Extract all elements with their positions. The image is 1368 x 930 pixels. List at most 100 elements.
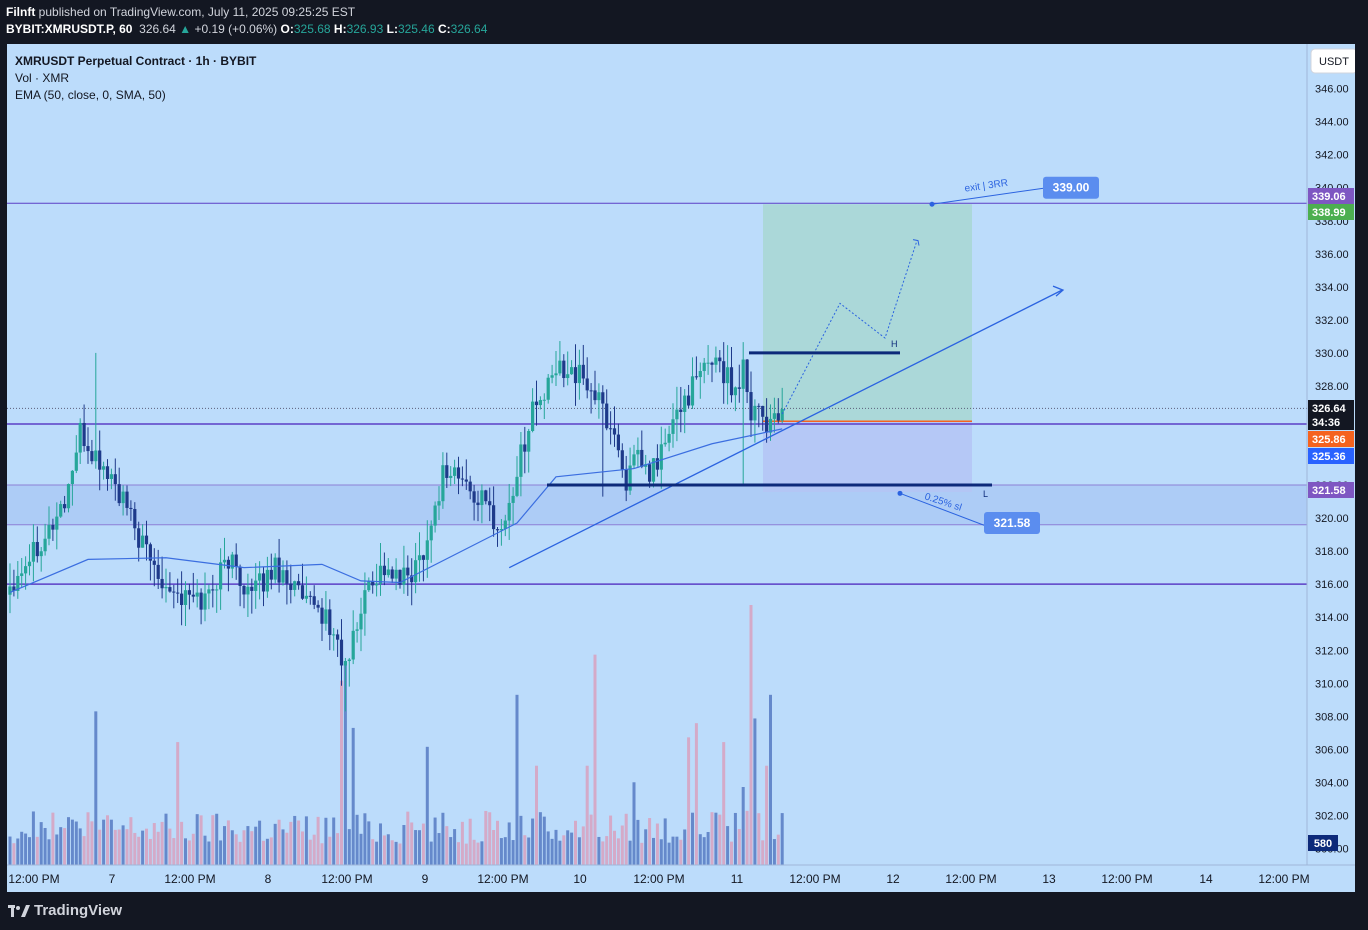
price-label-text: 321.58 [1312, 485, 1346, 497]
candle-body [550, 375, 554, 378]
volume-bar [769, 694, 772, 865]
volume-bar [70, 819, 74, 865]
candle-body [55, 516, 59, 530]
candle-body [566, 374, 570, 379]
candle-body [460, 478, 464, 480]
volume-bar [320, 843, 324, 865]
candle-body [573, 367, 578, 384]
volume-bar [59, 827, 63, 865]
volume-bar [332, 817, 336, 865]
volume-bar [441, 812, 445, 865]
candle-body [355, 629, 359, 631]
candle-body [98, 450, 102, 470]
volume-bar [414, 830, 418, 865]
candle-body [414, 560, 418, 583]
stop-point-marker [897, 490, 903, 496]
volume-bar [698, 834, 702, 865]
volume-bar [12, 843, 16, 865]
volume-bar [772, 839, 776, 865]
candle-body [43, 538, 47, 552]
candle-body [433, 505, 437, 526]
candle-body [706, 362, 710, 364]
candle-body [51, 524, 55, 530]
candle-body [597, 392, 601, 401]
volume-bar [141, 830, 145, 865]
time-tick-label: 13 [1042, 872, 1056, 886]
volume-bar [527, 837, 531, 865]
volume-bar [133, 832, 137, 865]
volume-bar [117, 829, 121, 865]
volume-bar [511, 840, 515, 865]
brand-name: TradingView [34, 902, 123, 919]
volume-label-text: 580 [1314, 838, 1332, 850]
candle-body [741, 359, 745, 389]
volume-bar [269, 837, 273, 865]
price-label: 321.58 [1308, 482, 1354, 498]
candle-body [421, 555, 425, 560]
candle-body [515, 476, 519, 496]
price-tick-label: 346.00 [1315, 84, 1349, 96]
price-label-text: 325.86 [1312, 434, 1346, 446]
volume-bar [722, 742, 726, 865]
volume-bar [581, 826, 585, 865]
legend-volume[interactable]: Vol · XMR [15, 71, 70, 85]
candle-body [655, 458, 659, 470]
volume-bar [215, 813, 219, 865]
candle-body [726, 367, 730, 384]
candle-body [651, 458, 656, 482]
publisher-name[interactable]: Filnft [6, 5, 36, 19]
candle-body [456, 467, 461, 479]
candle-body [8, 586, 12, 595]
volume-bar [148, 838, 152, 865]
volume-bar [379, 823, 382, 865]
legend-title[interactable]: XMRUSDT Perpetual Contract · 1h · BYBIT [15, 54, 257, 68]
candle-body [648, 464, 652, 482]
target-zone [763, 204, 972, 422]
candle-body [70, 470, 74, 485]
volume-bar [347, 829, 351, 865]
candle-body [531, 401, 535, 431]
candle-body [710, 362, 714, 365]
candle-body [702, 362, 706, 372]
candle-body [620, 450, 624, 470]
volume-bar [90, 821, 94, 865]
volume-label: 580 [1308, 835, 1338, 851]
price-label-box [1308, 431, 1354, 447]
candle-body [199, 592, 203, 610]
volume-bar [55, 834, 59, 865]
volume-bar [304, 816, 308, 865]
candle-body [663, 442, 667, 445]
price-label-text: 34:36 [1312, 417, 1340, 429]
candle-body [538, 400, 542, 406]
volume-bar [593, 654, 597, 865]
volume-bar [184, 838, 187, 865]
candle-body [117, 484, 121, 504]
volume-bar [519, 815, 523, 865]
volume-bar [499, 838, 503, 865]
volume-bar [667, 842, 671, 865]
candle-body [671, 419, 675, 434]
candle-body [542, 399, 546, 401]
volume-bar [234, 834, 238, 865]
volume-bar [655, 823, 659, 865]
volume-bar [16, 838, 20, 865]
volume-bar [246, 826, 250, 865]
candle-body [523, 444, 527, 452]
volume-bar [168, 828, 172, 865]
candle-body [382, 565, 386, 576]
volume-bar [425, 746, 429, 865]
time-tick-label: 8 [265, 872, 272, 886]
candle-body [74, 452, 78, 471]
legend-ema[interactable]: EMA (50, close, 0, SMA, 50) [15, 88, 166, 102]
volume-bar [675, 836, 679, 865]
volume-bar [382, 835, 386, 865]
volume-bar [281, 829, 285, 865]
footer [0, 892, 1368, 930]
candle-body [129, 507, 133, 510]
currency-button[interactable]: USDT [1310, 48, 1355, 74]
candle-body [714, 357, 718, 365]
volume-bar [199, 815, 203, 865]
stop-price-box [984, 512, 1040, 535]
